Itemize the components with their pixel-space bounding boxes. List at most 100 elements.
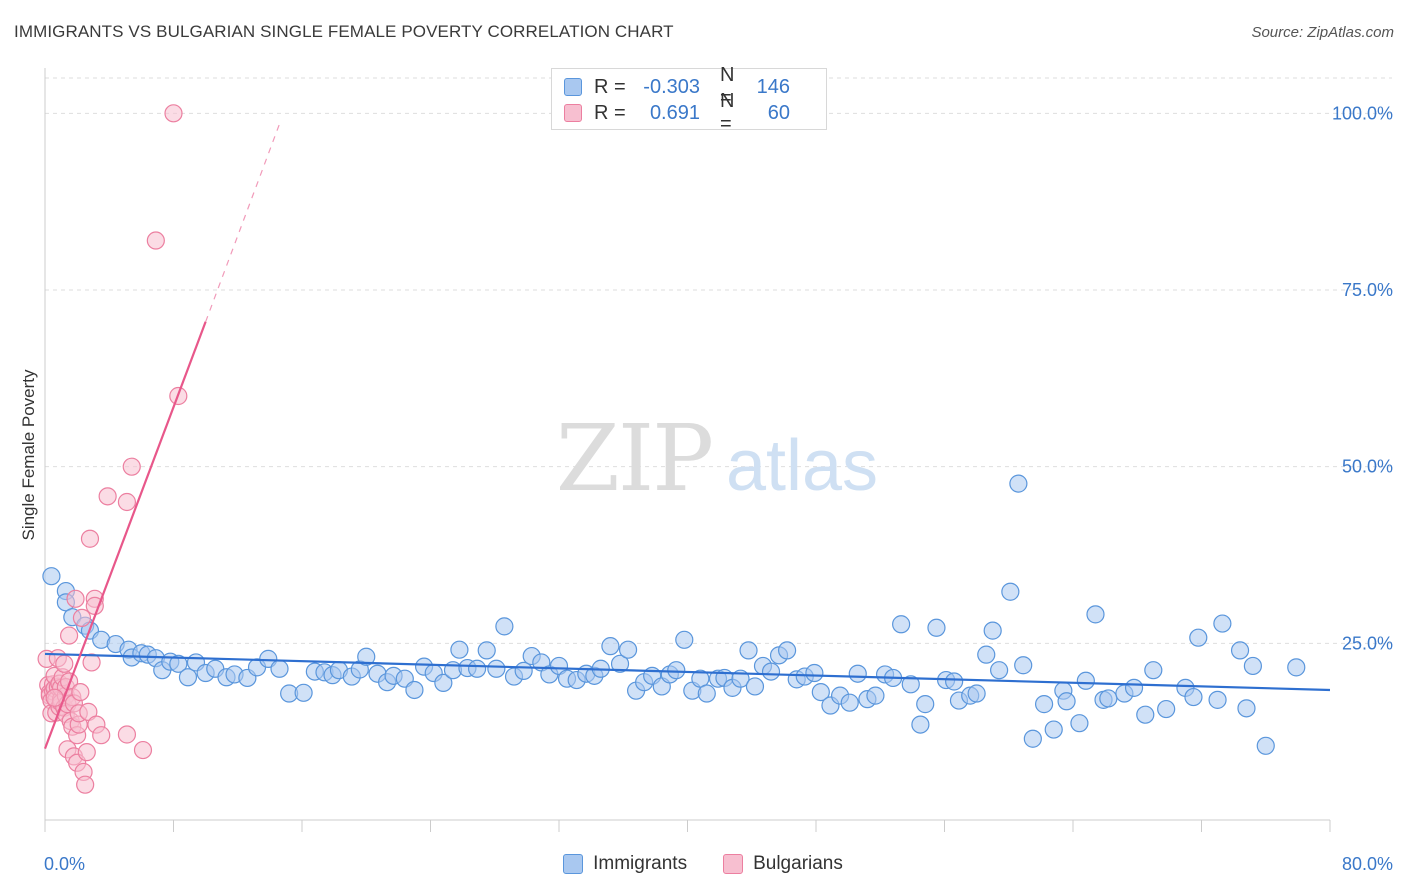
y-tick-label: 25.0% <box>1342 633 1393 653</box>
y-axis-label: Single Female Poverty <box>19 369 38 541</box>
n-value: 146 <box>756 75 790 98</box>
immigrants-point <box>405 680 424 700</box>
immigrants-point <box>434 673 453 693</box>
immigrants-point <box>1009 474 1028 493</box>
bulgarians-point <box>66 589 85 608</box>
r-label: R = <box>594 75 626 98</box>
watermark-atlas: atlas <box>726 426 878 506</box>
bulgarians-trend-extension <box>205 123 281 323</box>
immigrants-point <box>1070 714 1089 733</box>
bulgarians-point <box>122 457 141 476</box>
immigrants-point <box>1076 671 1095 690</box>
bulgarians-point <box>164 104 183 123</box>
immigrants-point <box>983 621 1002 640</box>
immigrants-point <box>901 675 920 694</box>
immigrants-point <box>805 663 824 683</box>
bulgarians-point <box>82 653 101 672</box>
immigrants-point <box>294 683 313 702</box>
n-label: N = <box>720 90 735 135</box>
stats-row-immigrants: R = -0.303 N = 146 <box>564 64 790 109</box>
immigrants-point <box>1124 678 1144 697</box>
immigrants-point <box>927 618 946 637</box>
immigrants-point <box>178 668 198 687</box>
stats-row-bulgarians: R = 0.691 N = 60 <box>564 90 790 135</box>
y-tick-label: 50.0% <box>1342 457 1393 477</box>
bulgarians-point <box>72 608 92 627</box>
immigrants-point <box>467 659 487 678</box>
immigrants-point <box>601 637 620 656</box>
bulgarians-point <box>98 487 117 506</box>
legend-item-immigrants[interactable]: Immigrants <box>563 853 687 875</box>
immigrants-points <box>42 474 1306 755</box>
bulgarians-swatch <box>564 104 582 122</box>
n-value: 60 <box>767 101 790 124</box>
immigrants-point <box>866 686 885 705</box>
bulgarians-point <box>146 231 165 250</box>
gridlines <box>45 77 1392 644</box>
chart-title: IMMIGRANTS VS BULGARIAN SINGLE FEMALE PO… <box>14 22 674 41</box>
immigrants-point <box>514 661 533 680</box>
legend-label-immigrants: Immigrants <box>593 853 688 874</box>
bulgarians-point <box>117 492 137 512</box>
immigrants-point <box>1157 699 1176 719</box>
immigrants-point <box>967 684 986 703</box>
immigrants-point <box>761 662 781 681</box>
immigrants-point <box>1184 687 1203 707</box>
immigrants-swatch <box>564 78 582 96</box>
immigrants-point <box>1237 699 1256 718</box>
x-tick-label: 80.0% <box>1342 854 1393 874</box>
immigrants-point <box>1230 641 1250 660</box>
bulgarians-point <box>45 688 64 707</box>
legend-item-bulgarians[interactable]: Bulgarians <box>723 853 843 875</box>
x-tick-label: 0.0% <box>44 854 85 874</box>
y-tick-label: 75.0% <box>1342 280 1393 300</box>
immigrants-point <box>1034 695 1054 714</box>
immigrants-point <box>777 641 797 660</box>
bulgarians-legend-swatch <box>723 854 744 874</box>
stats-legend: R = -0.303 N = 146 R = 0.691 N = 60 <box>551 64 827 135</box>
immigrants-point <box>911 715 930 734</box>
immigrants-point <box>169 654 188 673</box>
immigrants-point <box>610 654 630 673</box>
immigrants-point <box>1189 628 1208 647</box>
bulgarians-point <box>55 654 74 673</box>
immigrants-point <box>1213 614 1232 633</box>
immigrants-point <box>1144 661 1163 680</box>
immigrants-point <box>697 684 716 703</box>
tick-labels: 25.0% 50.0% 75.0% 100.0% 0.0% 80.0% <box>44 103 1393 874</box>
immigrants-point <box>1243 656 1263 676</box>
immigrants-point <box>848 664 867 683</box>
immigrants-point <box>811 682 830 702</box>
immigrants-point <box>1287 658 1306 677</box>
immigrants-point <box>739 641 758 660</box>
bulgarians-point <box>71 682 90 702</box>
bulgarians-point <box>117 725 137 744</box>
immigrants-legend-swatch <box>563 854 584 874</box>
n-label: N = <box>720 64 735 109</box>
immigrants-point <box>1044 720 1063 739</box>
immigrants-point <box>618 640 638 659</box>
immigrants-point <box>270 659 289 678</box>
immigrants-point <box>42 567 61 586</box>
r-value: 0.691 <box>649 101 700 124</box>
bulgarians-point <box>59 626 79 645</box>
watermark-zip: ZIP <box>556 405 712 512</box>
bulgarians-point <box>76 775 95 794</box>
immigrants-point <box>1136 705 1155 724</box>
bulgarians-points <box>37 104 188 794</box>
bulgarians-point <box>77 743 96 762</box>
y-tick-label: 100.0% <box>1332 103 1393 123</box>
immigrants-point <box>1014 656 1033 675</box>
immigrants-point <box>1023 729 1042 748</box>
immigrants-point <box>450 640 469 659</box>
series-legend: Immigrants Bulgarians <box>0 850 1406 878</box>
immigrants-point <box>1057 692 1076 711</box>
immigrants-trend-line <box>44 652 1331 692</box>
immigrants-point <box>1086 605 1105 624</box>
immigrants-point <box>1208 690 1227 709</box>
trend-lines <box>43 123 1331 750</box>
immigrants-point <box>990 661 1009 680</box>
immigrants-point <box>495 617 514 636</box>
immigrants-point <box>892 615 911 634</box>
